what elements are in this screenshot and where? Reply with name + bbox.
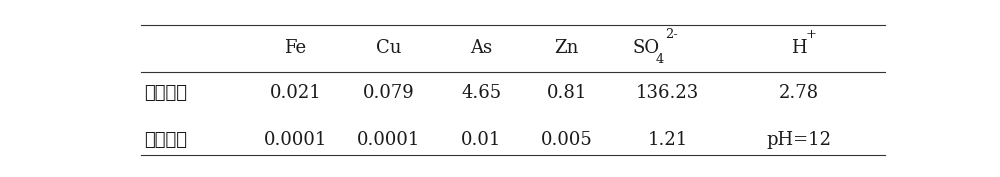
Text: 沉淠后液: 沉淠后液 [144, 131, 187, 149]
Text: 含砖废水: 含砖废水 [144, 84, 187, 102]
Text: 0.81: 0.81 [547, 84, 587, 102]
Text: Fe: Fe [284, 39, 307, 58]
Text: As: As [470, 39, 493, 58]
Text: 136.23: 136.23 [636, 84, 699, 102]
Text: 0.005: 0.005 [541, 131, 593, 149]
Text: 1.21: 1.21 [647, 131, 688, 149]
Text: 2.78: 2.78 [779, 84, 819, 102]
Text: +: + [805, 28, 816, 41]
Text: 4.65: 4.65 [461, 84, 502, 102]
Text: Zn: Zn [555, 39, 579, 58]
Text: 0.0001: 0.0001 [357, 131, 420, 149]
Text: Cu: Cu [376, 39, 401, 58]
Text: 0.01: 0.01 [461, 131, 502, 149]
Text: 0.079: 0.079 [363, 84, 414, 102]
Text: 0.0001: 0.0001 [264, 131, 327, 149]
Text: pH=12: pH=12 [767, 131, 832, 149]
Text: H: H [792, 39, 807, 58]
Text: 2-: 2- [665, 28, 678, 41]
Text: 4: 4 [656, 53, 664, 66]
Text: SO: SO [633, 39, 660, 58]
Text: 0.021: 0.021 [270, 84, 321, 102]
